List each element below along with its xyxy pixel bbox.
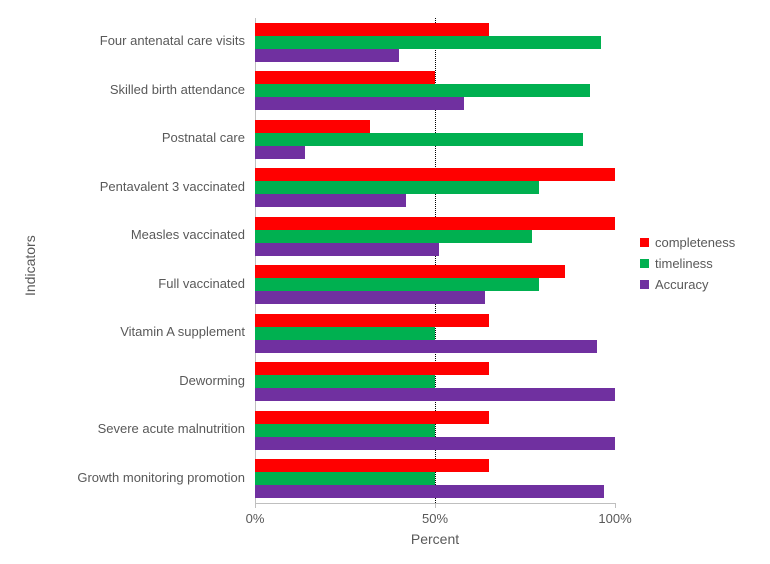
bar-timeliness [255, 375, 435, 388]
bar-timeliness [255, 278, 539, 291]
bar-accuracy [255, 97, 464, 110]
bar-completeness [255, 168, 615, 181]
x-tick-label: 50% [410, 511, 460, 526]
bar-completeness [255, 23, 489, 36]
category-label: Vitamin A supplement [120, 324, 245, 339]
category-label: Postnatal care [162, 130, 245, 145]
legend-swatch [640, 238, 649, 247]
bar-timeliness [255, 36, 601, 49]
legend-item: timeliness [640, 256, 735, 271]
legend-label: completeness [655, 235, 735, 250]
bar-accuracy [255, 485, 604, 498]
bar-completeness [255, 411, 489, 424]
bar-accuracy [255, 388, 615, 401]
legend-item: completeness [640, 235, 735, 250]
category-label: Severe acute malnutrition [98, 421, 245, 436]
bar-completeness [255, 265, 565, 278]
category-label: Four antenatal care visits [100, 33, 245, 48]
bar-accuracy [255, 49, 399, 62]
bar-accuracy [255, 194, 406, 207]
legend-item: Accuracy [640, 277, 735, 292]
x-tick-label: 100% [590, 511, 640, 526]
x-tick [255, 503, 256, 508]
bar-timeliness [255, 133, 583, 146]
x-tick-label: 0% [230, 511, 280, 526]
indicators-bar-chart: 0% 50% 100% Percent Indicators Four antenatal… [0, 0, 770, 564]
bar-accuracy [255, 146, 305, 159]
bar-accuracy [255, 243, 439, 256]
bar-completeness [255, 459, 489, 472]
legend-swatch [640, 259, 649, 268]
bar-timeliness [255, 84, 590, 97]
bar-timeliness [255, 424, 435, 437]
category-label: Growth monitoring promotion [77, 470, 245, 485]
category-label: Full vaccinated [158, 276, 245, 291]
bar-timeliness [255, 230, 532, 243]
legend-label: timeliness [655, 256, 713, 271]
bar-completeness [255, 120, 370, 133]
legend-swatch [640, 280, 649, 289]
category-label: Pentavalent 3 vaccinated [100, 179, 245, 194]
category-label: Measles vaccinated [131, 227, 245, 242]
category-label: Skilled birth attendance [110, 82, 245, 97]
legend: completeness timeliness Accuracy [640, 235, 735, 298]
legend-label: Accuracy [655, 277, 708, 292]
bar-timeliness [255, 472, 435, 485]
x-axis-title: Percent [255, 531, 615, 547]
x-tick [615, 503, 616, 508]
bar-completeness [255, 71, 435, 84]
bar-timeliness [255, 181, 539, 194]
bar-accuracy [255, 437, 615, 450]
category-label: Deworming [179, 373, 245, 388]
bar-completeness [255, 217, 615, 230]
bar-completeness [255, 314, 489, 327]
bar-accuracy [255, 291, 485, 304]
bar-completeness [255, 362, 489, 375]
x-tick [435, 503, 436, 508]
y-axis-title: Indicators [22, 235, 38, 296]
bar-accuracy [255, 340, 597, 353]
bar-timeliness [255, 327, 435, 340]
